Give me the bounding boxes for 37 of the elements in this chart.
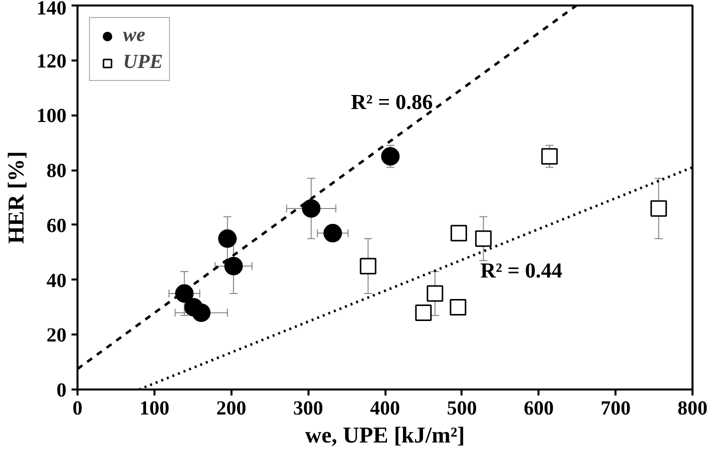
x-tick-label: 600 bbox=[524, 398, 554, 420]
y-tick-label: 120 bbox=[36, 50, 66, 72]
point bbox=[650, 200, 667, 217]
legend-label: we bbox=[123, 24, 146, 47]
y-axis-title: HER [%] bbox=[4, 151, 28, 244]
y-tick-label: 100 bbox=[36, 105, 66, 128]
point bbox=[450, 298, 466, 316]
x-tick-label: 100 bbox=[139, 398, 170, 420]
point bbox=[224, 256, 243, 276]
point bbox=[450, 224, 468, 242]
annotation: R² = 0.44 bbox=[480, 258, 563, 283]
point bbox=[302, 199, 320, 218]
legend-label: UPE bbox=[123, 51, 163, 74]
point bbox=[475, 230, 492, 247]
x-tick-label: 0 bbox=[72, 398, 82, 420]
x-tick-label: 800 bbox=[678, 398, 708, 420]
x-tick-label: 300 bbox=[293, 398, 324, 420]
point bbox=[415, 304, 432, 321]
point bbox=[360, 258, 376, 274]
point bbox=[192, 303, 211, 322]
y-tick-label: 40 bbox=[46, 270, 66, 292]
x-tick-label: 500 bbox=[446, 398, 477, 420]
y-tick-label: 140 bbox=[36, 0, 66, 20]
point bbox=[381, 147, 400, 166]
point bbox=[323, 224, 342, 242]
y-tick-label: 80 bbox=[46, 160, 66, 182]
y-tick-label: 20 bbox=[46, 324, 66, 347]
x-tick-label: 700 bbox=[600, 398, 631, 420]
annotation: R² = 0.86 bbox=[350, 90, 434, 114]
point bbox=[218, 229, 237, 248]
y-tick-label: 0 bbox=[56, 380, 66, 402]
point bbox=[541, 148, 558, 165]
y-tick-label: 60 bbox=[46, 214, 66, 237]
point bbox=[426, 285, 444, 302]
x-tick-label: 200 bbox=[216, 398, 246, 420]
x-tick-label: 400 bbox=[370, 398, 400, 420]
x-axis-title: we, UPE [kJ/m²] bbox=[305, 422, 465, 448]
